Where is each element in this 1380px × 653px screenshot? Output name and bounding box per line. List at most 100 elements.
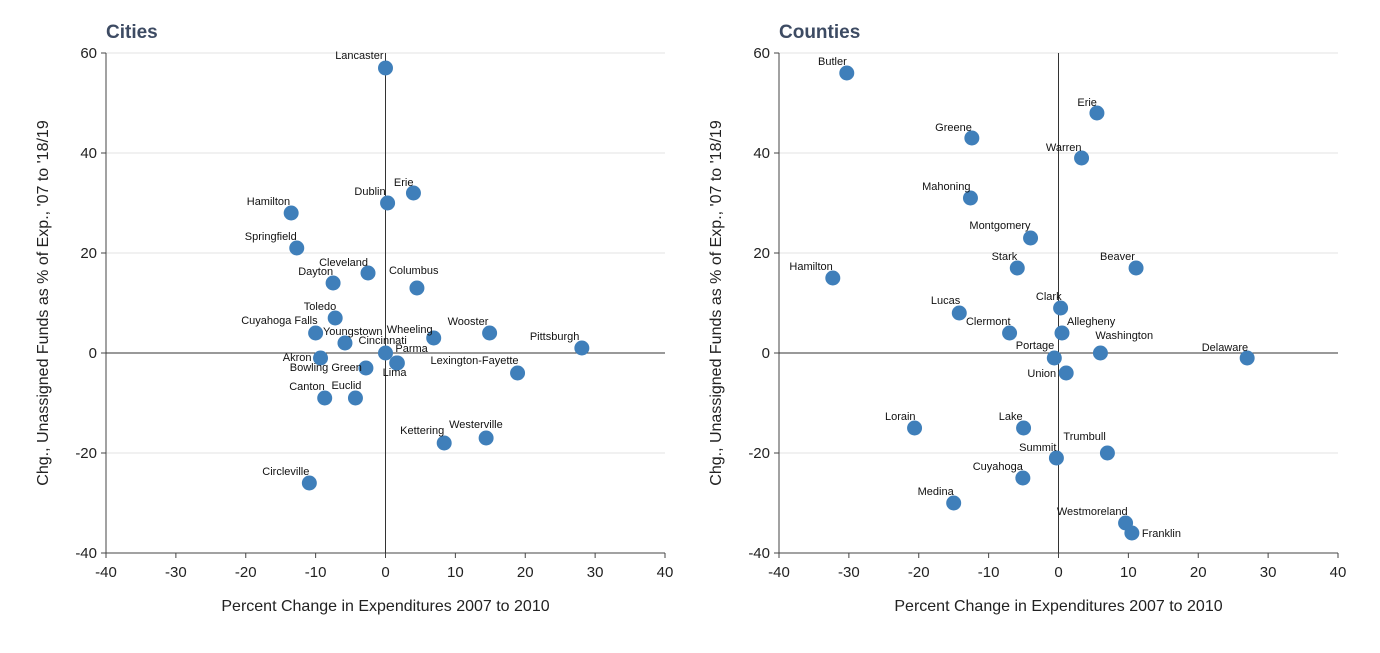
- data-point: [1074, 150, 1090, 166]
- data-point: [1058, 365, 1074, 381]
- data-point: [482, 325, 498, 341]
- data-point-label: Westmoreland: [1057, 506, 1128, 518]
- chart-title: Counties: [779, 22, 861, 43]
- data-point-label: Stark: [992, 251, 1018, 263]
- y-tick-label: -40: [748, 545, 770, 562]
- data-point-label: Kettering: [400, 425, 444, 437]
- y-tick-label: 20: [753, 245, 770, 262]
- data-point: [839, 65, 855, 81]
- data-point-label: Canton: [289, 381, 324, 393]
- data-point: [478, 430, 494, 446]
- data-point: [1053, 300, 1069, 316]
- data-point-label: Cuyahoga Falls: [241, 315, 318, 327]
- data-point-label: Euclid: [331, 380, 361, 392]
- data-point-label: Cleveland: [319, 257, 368, 269]
- x-tick-label: -30: [838, 564, 860, 581]
- data-point: [325, 275, 341, 291]
- y-tick-label: 20: [80, 245, 97, 262]
- data-point-label: Summit: [1019, 442, 1056, 454]
- chart-title: Cities: [106, 22, 158, 43]
- y-tick-label: 0: [89, 345, 97, 362]
- cities-panel: Cities -40 -30 -20 -10 0 10 20 30 40 -40 -20 0 20 40 6…: [35, 22, 674, 615]
- y-axis-title: Chg., Unassigned Funds as % of Exp., '07…: [35, 120, 52, 486]
- x-tick-label: 0: [1054, 564, 1062, 581]
- data-point-label: Westerville: [449, 419, 503, 431]
- counties-panel: Counties -40 -30 -20 -10 0 10 20 30 40 -40 -20 0 20 4…: [673, 0, 1363, 653]
- x-tick-label: -10: [305, 564, 327, 581]
- data-point-label: Butler: [818, 56, 847, 68]
- data-point: [409, 280, 425, 296]
- data-point-label: Washington: [1095, 330, 1153, 342]
- data-point: [1009, 260, 1025, 276]
- data-point: [337, 335, 353, 351]
- data-point-label: Greene: [935, 122, 972, 134]
- data-point-label: Bowling Green: [290, 362, 362, 374]
- data-point: [327, 310, 343, 326]
- data-point-label: Hamilton: [789, 261, 832, 273]
- data-point: [378, 60, 393, 76]
- data-point: [962, 190, 978, 206]
- data-point: [1016, 420, 1032, 436]
- x-tick-label: 40: [657, 564, 674, 581]
- data-point-label: Allegheny: [1067, 316, 1116, 328]
- data-point: [313, 350, 329, 366]
- data-point: [308, 325, 324, 341]
- data-point: [405, 185, 421, 201]
- x-tick-label: 0: [381, 564, 389, 581]
- data-point: [360, 265, 376, 281]
- x-tick-label: -20: [235, 564, 257, 581]
- data-point: [907, 420, 923, 436]
- y-tick-label: 0: [762, 345, 770, 362]
- y-tick-label: 40: [753, 145, 770, 162]
- x-tick-label: -10: [978, 564, 1000, 581]
- y-tick-label: 60: [753, 45, 770, 62]
- data-point-label: Medina: [918, 486, 955, 498]
- data-point-label: Lorain: [885, 411, 916, 423]
- data-point-label: Clark: [1036, 291, 1062, 303]
- data-point: [510, 365, 526, 381]
- data-point: [574, 340, 590, 356]
- data-point: [347, 390, 363, 406]
- data-point-label: Columbus: [389, 265, 439, 277]
- data-point-label: Dayton: [298, 266, 333, 278]
- data-point: [380, 195, 396, 211]
- data-point: [1046, 350, 1062, 366]
- data-point-label: Springfield: [245, 231, 297, 243]
- data-point-label: Mahoning: [922, 181, 970, 193]
- y-tick-label: 40: [80, 145, 97, 162]
- data-point: [1048, 450, 1064, 466]
- x-tick-label: 30: [1260, 564, 1277, 581]
- data-point-label: Delaware: [1202, 342, 1248, 354]
- data-point: [1015, 470, 1031, 486]
- data-point: [1023, 230, 1039, 246]
- data-point: [951, 305, 967, 321]
- y-axis-title: Chg., Unassigned Funds as % of Exp., '07…: [708, 120, 725, 486]
- data-point-label: Lancaster: [335, 50, 384, 62]
- y-tick-label: -20: [748, 445, 770, 462]
- data-point: [946, 495, 962, 511]
- data-point-label: Lake: [999, 411, 1023, 423]
- data-point: [1099, 445, 1115, 461]
- data-point: [1092, 345, 1108, 361]
- y-tick-label: -40: [75, 545, 97, 562]
- data-point: [436, 435, 452, 451]
- data-point: [301, 475, 317, 491]
- data-point-label: Cincinnati: [359, 335, 407, 347]
- x-axis-title: Percent Change in Expenditures 2007 to 2…: [894, 598, 1222, 615]
- x-tick-label: -40: [95, 564, 117, 581]
- data-point-label: Franklin: [1142, 528, 1181, 540]
- data-point: [426, 330, 442, 346]
- y-tick-label: 60: [80, 45, 97, 62]
- data-point-label: Dublin: [354, 186, 385, 198]
- data-point: [289, 240, 305, 256]
- x-tick-label: 20: [517, 564, 534, 581]
- data-point-label: Lima: [383, 367, 408, 379]
- x-tick-label: 30: [587, 564, 604, 581]
- data-point: [1002, 325, 1018, 341]
- data-point-label: Lucas: [931, 295, 961, 307]
- data-point: [317, 390, 333, 406]
- data-point-label: Portage: [1016, 340, 1055, 352]
- x-tick-label: -40: [768, 564, 790, 581]
- data-point-label: Parma: [395, 343, 428, 355]
- data-point: [283, 205, 299, 221]
